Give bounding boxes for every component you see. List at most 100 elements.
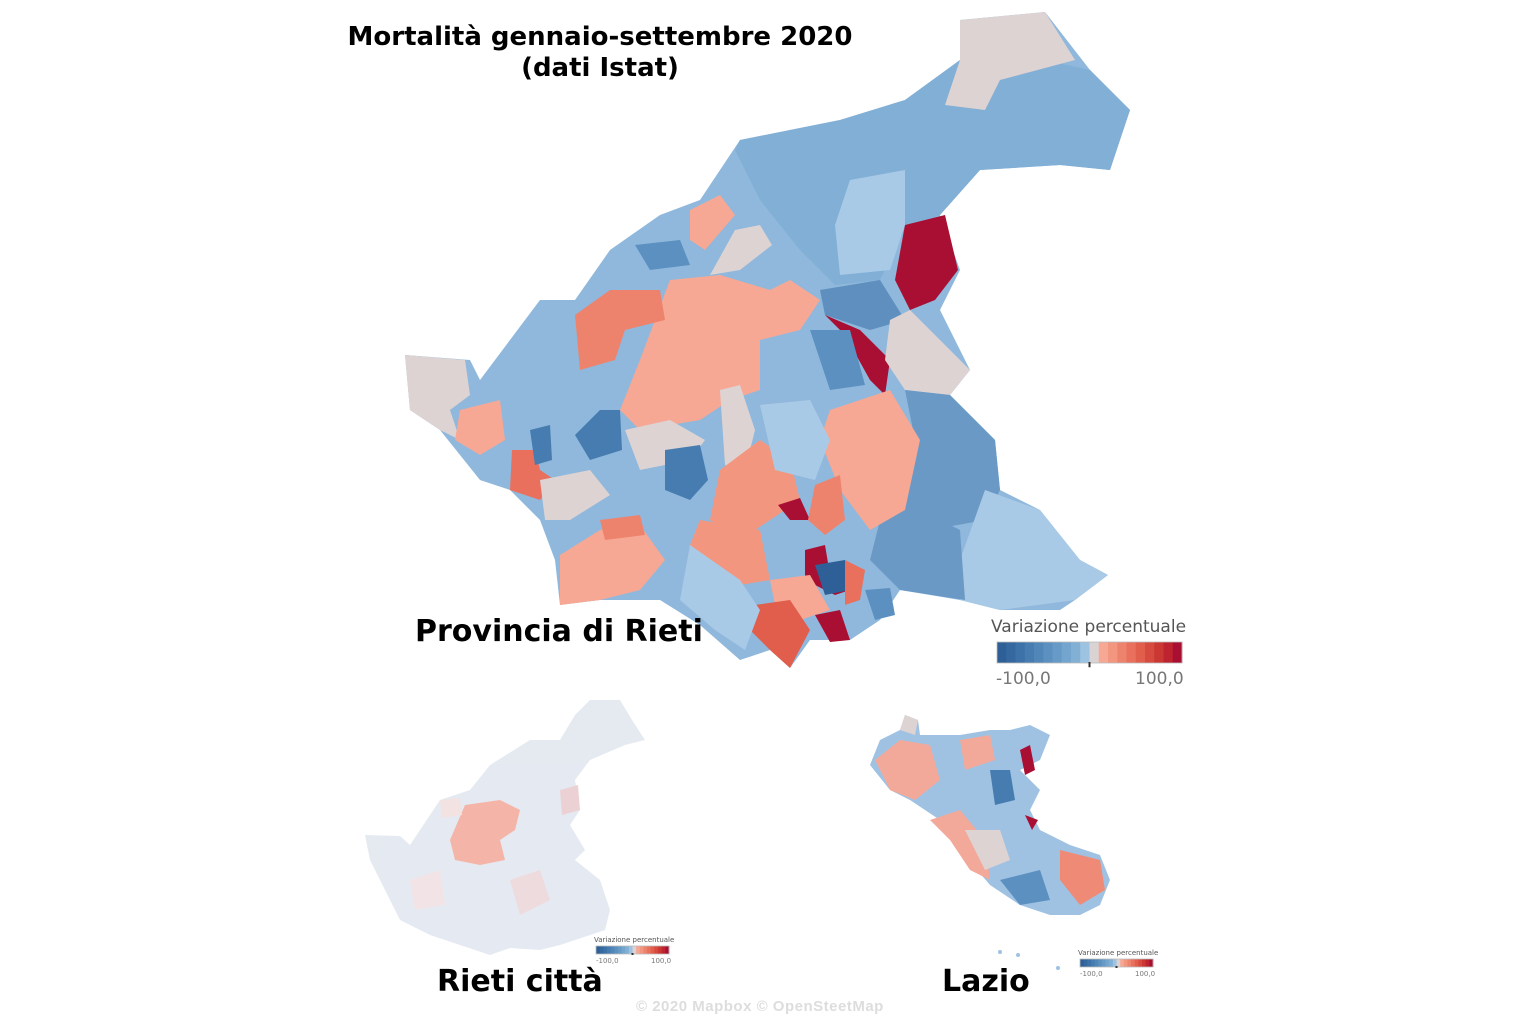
municipality bbox=[680, 545, 760, 650]
legend-swatch bbox=[1135, 642, 1146, 663]
map-label-provincia: Provincia di Rieti bbox=[415, 614, 703, 649]
legend-swatch bbox=[643, 946, 648, 954]
legend-title-lazio: Variazione percentuale bbox=[1078, 949, 1159, 957]
municipality bbox=[735, 60, 1130, 285]
legend-swatch bbox=[1131, 959, 1136, 967]
municipality bbox=[560, 525, 665, 605]
municipality bbox=[540, 470, 610, 520]
legend-swatch bbox=[1101, 959, 1107, 967]
legend-min-citta: -100,0 bbox=[596, 957, 619, 965]
area bbox=[1060, 850, 1105, 905]
municipality bbox=[820, 390, 920, 530]
legend-swatch bbox=[1006, 642, 1016, 663]
municipality bbox=[778, 498, 810, 520]
legend-swatch bbox=[1145, 959, 1150, 967]
legend-swatch bbox=[997, 642, 1007, 663]
legend-swatch bbox=[1034, 642, 1044, 663]
legend-zero-marker bbox=[1115, 966, 1118, 968]
title-line-1: Mortalità gennaio-settembre 2020 bbox=[347, 22, 853, 52]
legend-title-main: Variazione percentuale bbox=[991, 617, 1187, 637]
legend-swatch bbox=[1098, 642, 1109, 663]
legend-swatch bbox=[661, 946, 666, 954]
legend-swatch bbox=[625, 946, 630, 954]
map-attribution: © 2020 Mapbox © OpenSteetMap bbox=[636, 998, 884, 1015]
legend-min-lazio: -100,0 bbox=[1080, 970, 1103, 978]
municipality bbox=[865, 588, 895, 620]
legend-swatch bbox=[665, 946, 670, 954]
municipality bbox=[530, 425, 552, 465]
legend-swatch bbox=[1061, 642, 1072, 663]
legend-max-lazio: 100,0 bbox=[1135, 970, 1156, 978]
legend-swatch bbox=[647, 946, 652, 954]
legend-swatch bbox=[1112, 959, 1117, 967]
legend-swatch bbox=[628, 946, 633, 954]
map-label-lazio: Lazio bbox=[942, 964, 1030, 999]
area bbox=[990, 770, 1015, 805]
legend-swatch bbox=[1098, 959, 1103, 967]
legend-swatch bbox=[1083, 959, 1088, 967]
municipality bbox=[810, 330, 865, 390]
municipality bbox=[410, 870, 445, 910]
municipality bbox=[820, 280, 905, 330]
map-lazio bbox=[870, 715, 1110, 970]
legend-swatch bbox=[1071, 642, 1081, 663]
municipality bbox=[665, 445, 708, 500]
municipality bbox=[815, 610, 850, 642]
legend-swatch bbox=[617, 946, 623, 954]
legend-swatch bbox=[650, 946, 655, 954]
municipality bbox=[845, 560, 865, 605]
legend-swatch bbox=[1080, 959, 1085, 967]
legend-swatch bbox=[1138, 959, 1143, 967]
map-rieti-citta bbox=[365, 700, 645, 955]
legend-swatch bbox=[1117, 642, 1127, 663]
municipality bbox=[750, 600, 810, 668]
legend-swatch bbox=[1127, 959, 1132, 967]
municipality bbox=[760, 400, 830, 480]
municipality bbox=[710, 225, 772, 275]
municipality bbox=[815, 560, 850, 595]
legend-lazio bbox=[1079, 958, 1154, 968]
municipality bbox=[885, 310, 970, 395]
municipality bbox=[510, 870, 550, 915]
legend-swatch bbox=[658, 946, 663, 954]
chart-title: Mortalità gennaio-settembre 2020 (dati I… bbox=[330, 22, 870, 84]
legend-swatch bbox=[1087, 959, 1092, 967]
legend-citta bbox=[595, 945, 670, 955]
legend-swatch bbox=[1123, 959, 1128, 967]
map-provincia-di-rieti bbox=[405, 12, 1130, 668]
municipality bbox=[450, 800, 520, 865]
legend-swatch bbox=[621, 946, 626, 954]
legend-swatch bbox=[1154, 642, 1164, 663]
municipality bbox=[720, 385, 755, 470]
area bbox=[1020, 745, 1035, 775]
legend-swatch bbox=[1142, 959, 1147, 967]
legend-min-main: -100,0 bbox=[996, 669, 1051, 689]
area bbox=[900, 715, 918, 735]
municipality bbox=[560, 785, 580, 815]
municipality bbox=[835, 170, 905, 275]
legend-swatch bbox=[1109, 959, 1114, 967]
area bbox=[1000, 870, 1050, 905]
municipality bbox=[900, 390, 1000, 530]
legend-swatch bbox=[1134, 959, 1139, 967]
legend-swatch bbox=[1120, 959, 1125, 967]
legend-swatch bbox=[1080, 642, 1090, 663]
municipality bbox=[808, 475, 845, 535]
municipality bbox=[455, 400, 505, 455]
municipality bbox=[895, 215, 958, 310]
legend-swatch bbox=[639, 946, 644, 954]
municipality bbox=[575, 290, 665, 370]
legend-swatch bbox=[1105, 959, 1110, 967]
legend-swatch bbox=[614, 946, 619, 954]
legend-swatch bbox=[1108, 642, 1118, 663]
legend-zero-marker bbox=[631, 953, 634, 955]
legend-swatch bbox=[1149, 959, 1154, 967]
municipality bbox=[690, 195, 735, 250]
title-line-2: (dati Istat) bbox=[521, 53, 679, 83]
legend-swatch bbox=[636, 946, 641, 954]
municipality bbox=[960, 490, 1108, 610]
legend-swatch bbox=[1145, 642, 1155, 663]
legend-swatch bbox=[1052, 642, 1063, 663]
legend-zero-marker bbox=[1088, 662, 1091, 668]
